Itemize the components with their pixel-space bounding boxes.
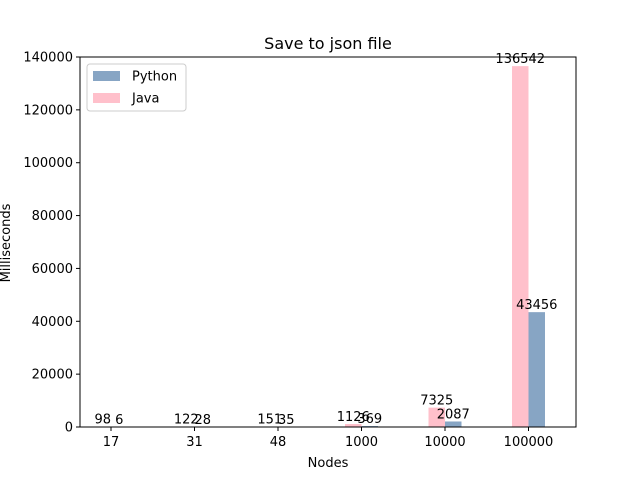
- y-axis: 0 20000 40000 60000 80000 100000 120000 140000: [23, 51, 80, 436]
- chart-title: Save to json file: [264, 34, 392, 53]
- y-tick-label-60000: 60000: [32, 262, 73, 277]
- bar-python-10000: [445, 421, 462, 427]
- y-tick-label-140000: 140000: [23, 51, 73, 66]
- data-label-java-100000: 136542: [495, 52, 545, 67]
- x-tick-label-17: 17: [103, 435, 120, 450]
- legend-label-java: Java: [131, 92, 159, 107]
- y-tick-label-80000: 80000: [32, 209, 73, 224]
- data-label-python-1000: 369: [357, 412, 382, 427]
- bars-group: [94, 66, 545, 427]
- x-tick-label-1000: 1000: [345, 435, 378, 450]
- data-label-python-100000: 43456: [516, 298, 557, 313]
- legend-swatch-java: [93, 93, 120, 103]
- bar-python-100000: [528, 312, 545, 427]
- x-tick-label-10000: 10000: [424, 435, 465, 450]
- y-tick-label-100000: 100000: [23, 156, 73, 171]
- bar-java-100000: [512, 66, 529, 427]
- data-label-python-31: 28: [194, 413, 211, 428]
- legend: Python Java: [86, 63, 187, 112]
- data-label-python-10000: 2087: [437, 407, 470, 422]
- bar-java-1000: [345, 424, 362, 427]
- data-label-java-1000: 1126: [337, 410, 370, 425]
- x-tick-label-31: 31: [186, 435, 203, 450]
- x-axis: 17 31 48 1000 10000 100000: [103, 427, 554, 450]
- data-label-python-17: 6: [115, 413, 123, 428]
- x-tick-label-48: 48: [270, 435, 287, 450]
- x-tick-label-100000: 100000: [504, 435, 554, 450]
- y-axis-label: Milliseconds: [0, 203, 14, 282]
- y-tick-label-0: 0: [65, 421, 73, 436]
- y-tick-label-40000: 40000: [32, 315, 73, 330]
- data-label-java-10000: 7325: [420, 394, 453, 409]
- plot-frame: [79, 56, 577, 428]
- y-tick-label-20000: 20000: [32, 368, 73, 383]
- x-axis-label: Nodes: [308, 456, 349, 471]
- data-label-java-17: 98: [94, 413, 111, 428]
- legend-swatch-python: [93, 71, 120, 81]
- y-tick-label-120000: 120000: [23, 103, 73, 118]
- data-label-java-31: 122: [174, 413, 199, 428]
- bar-java-10000: [428, 407, 445, 427]
- data-label-java-48: 151: [257, 413, 282, 428]
- data-label-python-48: 35: [278, 413, 295, 428]
- legend-label-python: Python: [132, 70, 177, 85]
